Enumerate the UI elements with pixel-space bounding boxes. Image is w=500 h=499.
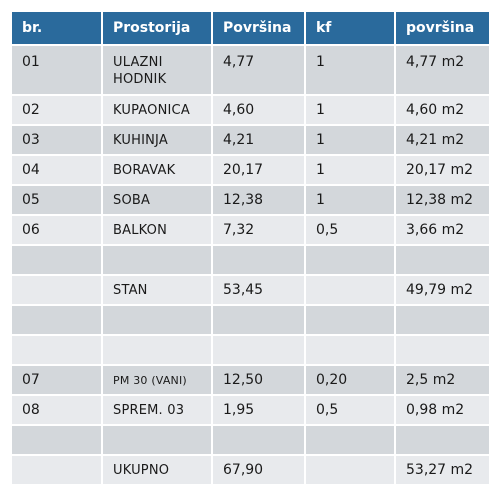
cell-povrsina-adjusted: 3,66 m2 bbox=[396, 216, 489, 246]
cell-prostorija: BALKON bbox=[103, 216, 213, 246]
cell-br: 07 bbox=[12, 366, 103, 396]
cell-kf bbox=[306, 276, 396, 306]
cell-kf bbox=[306, 246, 396, 276]
room-area-table-container: br. Prostorija Površina kf površina 01 UL… bbox=[12, 12, 489, 486]
cell-povrsina: 67,90 bbox=[213, 456, 306, 486]
table-row: 03 KUHINJA 4,21 1 4,21 m2 bbox=[12, 126, 489, 156]
cell-prostorija bbox=[103, 306, 213, 336]
cell-povrsina-adjusted: 4,21 m2 bbox=[396, 126, 489, 156]
cell-br: 03 bbox=[12, 126, 103, 156]
cell-prostorija: SOBA bbox=[103, 186, 213, 216]
cell-br: 06 bbox=[12, 216, 103, 246]
cell-kf bbox=[306, 306, 396, 336]
cell-povrsina-adjusted bbox=[396, 306, 489, 336]
header-prostorija: Prostorija bbox=[103, 12, 213, 46]
cell-povrsina-adjusted bbox=[396, 246, 489, 276]
cell-br: 01 bbox=[12, 46, 103, 96]
table-row: STAN 53,45 49,79 m2 bbox=[12, 276, 489, 306]
cell-povrsina: 12,38 bbox=[213, 186, 306, 216]
cell-prostorija bbox=[103, 426, 213, 456]
table-row: 07 PM 30 (VANI) 12,50 0,20 2,5 m2 bbox=[12, 366, 489, 396]
table-body: 01 ULAZNI HODNIK 4,77 1 4,77 m2 02 KUPAONICA 4,… bbox=[12, 46, 489, 486]
cell-prostorija: UKUPNO bbox=[103, 456, 213, 486]
cell-br: 02 bbox=[12, 96, 103, 126]
cell-povrsina-adjusted: 49,79 m2 bbox=[396, 276, 489, 306]
cell-br bbox=[12, 426, 103, 456]
cell-br: 04 bbox=[12, 156, 103, 186]
cell-povrsina-adjusted: 12,38 m2 bbox=[396, 186, 489, 216]
header-br: br. bbox=[12, 12, 103, 46]
cell-povrsina-adjusted: 4,77 m2 bbox=[396, 46, 489, 96]
cell-povrsina bbox=[213, 306, 306, 336]
cell-br bbox=[12, 246, 103, 276]
cell-povrsina: 7,32 bbox=[213, 216, 306, 246]
cell-povrsina: 53,45 bbox=[213, 276, 306, 306]
cell-kf: 0,5 bbox=[306, 216, 396, 246]
header-povrsina: Površina bbox=[213, 12, 306, 46]
cell-br: 08 bbox=[12, 396, 103, 426]
cell-povrsina: 4,77 bbox=[213, 46, 306, 96]
cell-br: 05 bbox=[12, 186, 103, 216]
table-row bbox=[12, 246, 489, 276]
table-row bbox=[12, 306, 489, 336]
table-row: 05 SOBA 12,38 1 12,38 m2 bbox=[12, 186, 489, 216]
cell-povrsina: 4,60 bbox=[213, 96, 306, 126]
table-row: 08 SPREM. 03 1,95 0,5 0,98 m2 bbox=[12, 396, 489, 426]
cell-povrsina: 4,21 bbox=[213, 126, 306, 156]
cell-kf: 0,20 bbox=[306, 366, 396, 396]
cell-prostorija: PM 30 (VANI) bbox=[103, 366, 213, 396]
cell-prostorija: SPREM. 03 bbox=[103, 396, 213, 426]
table-row bbox=[12, 336, 489, 366]
table-row: 01 ULAZNI HODNIK 4,77 1 4,77 m2 bbox=[12, 46, 489, 96]
cell-povrsina: 1,95 bbox=[213, 396, 306, 426]
cell-povrsina: 12,50 bbox=[213, 366, 306, 396]
table-row: 06 BALKON 7,32 0,5 3,66 m2 bbox=[12, 216, 489, 246]
cell-kf bbox=[306, 336, 396, 366]
cell-povrsina-adjusted: 0,98 m2 bbox=[396, 396, 489, 426]
header-povrsina-adjusted: površina bbox=[396, 12, 489, 46]
table-row: UKUPNO 67,90 53,27 m2 bbox=[12, 456, 489, 486]
cell-prostorija bbox=[103, 336, 213, 366]
cell-kf bbox=[306, 456, 396, 486]
cell-kf: 1 bbox=[306, 126, 396, 156]
table-header: br. Prostorija Površina kf površina bbox=[12, 12, 489, 46]
cell-kf: 1 bbox=[306, 96, 396, 126]
cell-kf: 1 bbox=[306, 156, 396, 186]
header-row: br. Prostorija Površina kf površina bbox=[12, 12, 489, 46]
cell-povrsina bbox=[213, 246, 306, 276]
cell-povrsina-adjusted: 2,5 m2 bbox=[396, 366, 489, 396]
cell-br bbox=[12, 306, 103, 336]
room-area-table: br. Prostorija Površina kf površina 01 UL… bbox=[12, 12, 489, 486]
cell-prostorija: KUHINJA bbox=[103, 126, 213, 156]
cell-kf: 1 bbox=[306, 46, 396, 96]
cell-prostorija: ULAZNI HODNIK bbox=[103, 46, 213, 96]
cell-povrsina bbox=[213, 336, 306, 366]
table-row bbox=[12, 426, 489, 456]
cell-kf: 1 bbox=[306, 186, 396, 216]
cell-kf bbox=[306, 426, 396, 456]
cell-povrsina bbox=[213, 426, 306, 456]
cell-povrsina-adjusted bbox=[396, 426, 489, 456]
cell-br bbox=[12, 456, 103, 486]
cell-br bbox=[12, 336, 103, 366]
cell-prostorija: BORAVAK bbox=[103, 156, 213, 186]
cell-prostorija bbox=[103, 246, 213, 276]
cell-povrsina-adjusted: 4,60 m2 bbox=[396, 96, 489, 126]
cell-kf: 0,5 bbox=[306, 396, 396, 426]
header-kf: kf bbox=[306, 12, 396, 46]
table-row: 04 BORAVAK 20,17 1 20,17 m2 bbox=[12, 156, 489, 186]
table-row: 02 KUPAONICA 4,60 1 4,60 m2 bbox=[12, 96, 489, 126]
cell-prostorija: KUPAONICA bbox=[103, 96, 213, 126]
cell-povrsina-adjusted: 53,27 m2 bbox=[396, 456, 489, 486]
cell-br bbox=[12, 276, 103, 306]
cell-povrsina-adjusted: 20,17 m2 bbox=[396, 156, 489, 186]
cell-povrsina-adjusted bbox=[396, 336, 489, 366]
cell-povrsina: 20,17 bbox=[213, 156, 306, 186]
cell-prostorija: STAN bbox=[103, 276, 213, 306]
